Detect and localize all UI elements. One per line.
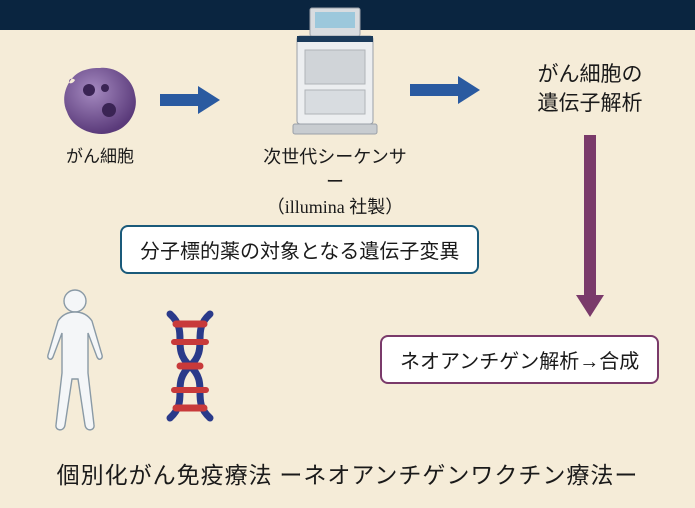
cancer-cell-label: がん細胞 [40, 145, 160, 169]
diagram-title: 個別化がん免疫療法 ーネオアンチゲンワクチン療法ー [0, 456, 695, 490]
sequencer-node: 次世代シーケンサー （illumina 社製） [255, 0, 415, 221]
dna-helix [150, 300, 260, 435]
mutation-box-text: 分子標的薬の対象となる遺伝子変異 [120, 225, 479, 274]
human-figure [30, 285, 120, 440]
dna-icon [150, 300, 260, 430]
human-icon [30, 285, 120, 435]
analysis-node: がん細胞の 遺伝子解析 [505, 60, 675, 119]
neoantigen-box: ネオアンチゲン解析→合成 [380, 335, 659, 384]
neoantigen-box-text: ネオアンチゲン解析→合成 [380, 335, 659, 384]
cancer-cell-node: がん細胞 [40, 60, 160, 169]
mutation-box: 分子標的薬の対象となる遺伝子変異 [120, 225, 479, 274]
sequencer-icon [275, 0, 395, 140]
sequencer-label: 次世代シーケンサー （illumina 社製） [255, 145, 415, 221]
diagram-canvas: がん細胞 .a1::before{left:0;width:38px}.a1::… [0, 30, 695, 508]
cancer-cell-icon [55, 60, 145, 140]
analysis-label: がん細胞の 遺伝子解析 [505, 60, 675, 119]
